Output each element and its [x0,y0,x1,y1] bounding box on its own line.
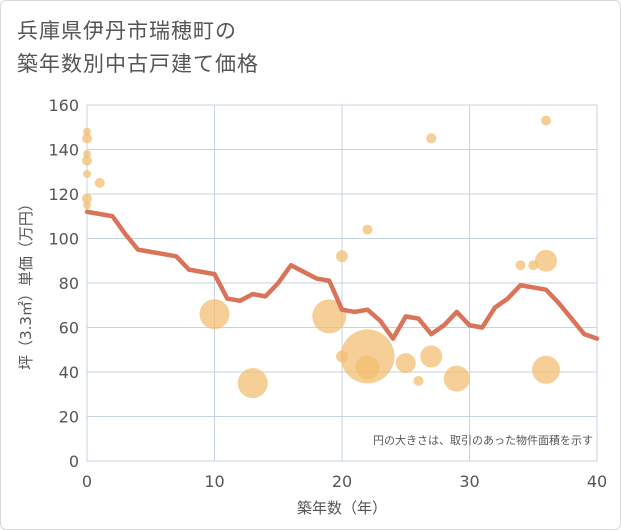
trend-line-series [84,209,600,341]
chart-title-line-1: 兵庫県伊丹市瑞穂町の [17,19,237,43]
data-bubble [94,177,105,188]
tick-labels: 0 10 20 30 40 0 20 40 60 80 100 120 140 160 [48,96,607,491]
data-bubble [82,155,92,166]
x-tick-label: 40 [587,472,607,491]
data-bubble [395,353,416,374]
y-tick-label: 140 [48,141,79,160]
chart-title: 兵庫県伊丹市瑞穂町の 築年数別中古戸建て価格 [17,15,259,81]
bubble-series [82,115,560,399]
data-bubble [535,249,557,272]
data-bubble [83,149,91,158]
data-bubble [237,368,268,399]
data-bubble [541,115,551,126]
y-tick-label: 160 [48,96,79,115]
x-tick-label: 0 [82,472,92,491]
x-tick-label: 30 [459,472,479,491]
data-bubble [426,133,437,144]
y-tick-label: 60 [59,319,79,338]
data-bubble [83,201,91,210]
y-tick-label: 80 [59,274,79,293]
data-bubble [355,355,380,380]
data-bubble [362,224,373,235]
y-tick-label: 100 [48,230,79,249]
data-bubble [199,299,230,330]
data-bubble [443,365,470,392]
y-tick-label: 0 [69,452,79,471]
data-bubble [413,375,424,386]
y-tick-label: 20 [59,408,79,427]
data-bubble [83,169,91,178]
trend-line [84,209,600,341]
data-bubble [82,133,92,144]
y-axis-title: 坪（3.3㎡）単価（万円） [17,196,35,370]
x-tick-label: 10 [204,472,224,491]
y-tick-label: 40 [59,363,79,382]
data-bubble [420,345,443,368]
data-bubble [82,193,92,204]
x-axis-title: 築年数（年） [297,499,387,517]
chart-title-line-2: 築年数別中古戸建て価格 [17,52,259,76]
data-bubble [515,260,526,271]
grid-lines [87,105,597,461]
y-tick-label: 120 [48,185,79,204]
x-tick-label: 20 [332,472,352,491]
data-bubble [532,355,560,384]
size-note: 円の大きさは、取引のあった物件面積を示す [373,433,593,447]
data-bubble [336,250,348,263]
data-bubble [83,127,91,136]
data-bubble [312,299,347,334]
